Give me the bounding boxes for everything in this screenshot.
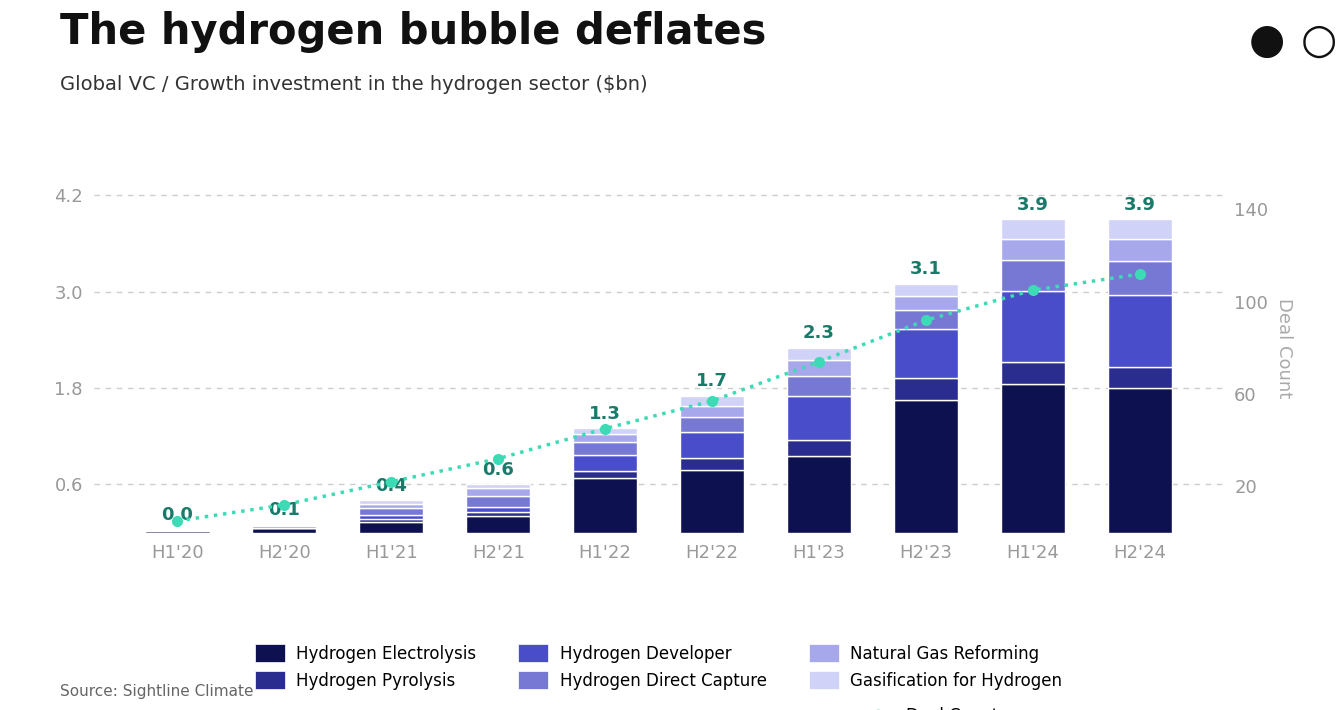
Bar (1001, 361, 1064, 384)
Bar (253, 525, 316, 526)
Bar (786, 396, 851, 440)
Bar (1001, 291, 1064, 361)
Bar (894, 310, 958, 329)
Bar (359, 501, 423, 503)
Legend: Deal Count: Deal Count (862, 707, 999, 710)
Bar (1107, 261, 1172, 295)
Text: 0.0: 0.0 (161, 506, 194, 525)
Text: 0.6: 0.6 (482, 461, 515, 479)
Text: Source: Sightline Climate: Source: Sightline Climate (60, 684, 254, 699)
Bar (573, 478, 637, 532)
Bar (1001, 219, 1064, 239)
Bar (359, 508, 423, 515)
Bar (466, 516, 531, 532)
Bar (894, 378, 958, 400)
Text: ●: ● (1249, 20, 1285, 62)
Bar (253, 526, 316, 528)
Bar (680, 405, 745, 417)
Bar (359, 522, 423, 532)
Bar (573, 442, 637, 454)
Bar (680, 417, 745, 432)
Text: 3.9: 3.9 (1124, 196, 1156, 214)
Bar (359, 503, 423, 508)
Text: 3.1: 3.1 (910, 260, 942, 278)
Bar (466, 484, 531, 488)
Bar (786, 440, 851, 457)
Bar (1107, 388, 1172, 532)
Bar (1107, 239, 1172, 261)
Bar (253, 528, 316, 532)
Bar (894, 284, 958, 296)
Bar (359, 515, 423, 519)
Bar (680, 458, 745, 470)
Text: ○: ○ (1301, 20, 1337, 62)
Bar (1001, 261, 1064, 291)
Bar (894, 329, 958, 378)
Bar (680, 396, 745, 405)
Bar (680, 432, 745, 458)
Bar (145, 531, 210, 532)
Text: 1.3: 1.3 (589, 405, 621, 422)
Bar (466, 512, 531, 516)
Bar (1107, 367, 1172, 388)
Bar (573, 434, 637, 442)
Bar (466, 488, 531, 496)
Bar (573, 454, 637, 471)
Bar (680, 470, 745, 532)
Text: Global VC / Growth investment in the hydrogen sector ($bn): Global VC / Growth investment in the hyd… (60, 75, 648, 94)
Bar (894, 400, 958, 532)
Bar (786, 360, 851, 376)
Bar (894, 296, 958, 310)
Bar (466, 507, 531, 512)
Text: 0.4: 0.4 (375, 477, 407, 495)
Bar (1107, 295, 1172, 367)
Bar (1001, 384, 1064, 532)
Text: 3.9: 3.9 (1017, 196, 1048, 214)
Bar (145, 530, 210, 531)
Text: 0.1: 0.1 (269, 501, 300, 519)
Bar (786, 457, 851, 532)
Bar (573, 471, 637, 478)
Bar (466, 496, 531, 507)
Text: 2.3: 2.3 (802, 324, 835, 342)
Bar (1107, 219, 1172, 239)
Text: The hydrogen bubble deflates: The hydrogen bubble deflates (60, 11, 767, 53)
Bar (786, 376, 851, 396)
Bar (786, 348, 851, 360)
Bar (359, 519, 423, 522)
Bar (1001, 239, 1064, 261)
Text: 1.7: 1.7 (696, 373, 728, 390)
Bar (573, 428, 637, 434)
Y-axis label: Deal Count: Deal Count (1275, 297, 1293, 398)
